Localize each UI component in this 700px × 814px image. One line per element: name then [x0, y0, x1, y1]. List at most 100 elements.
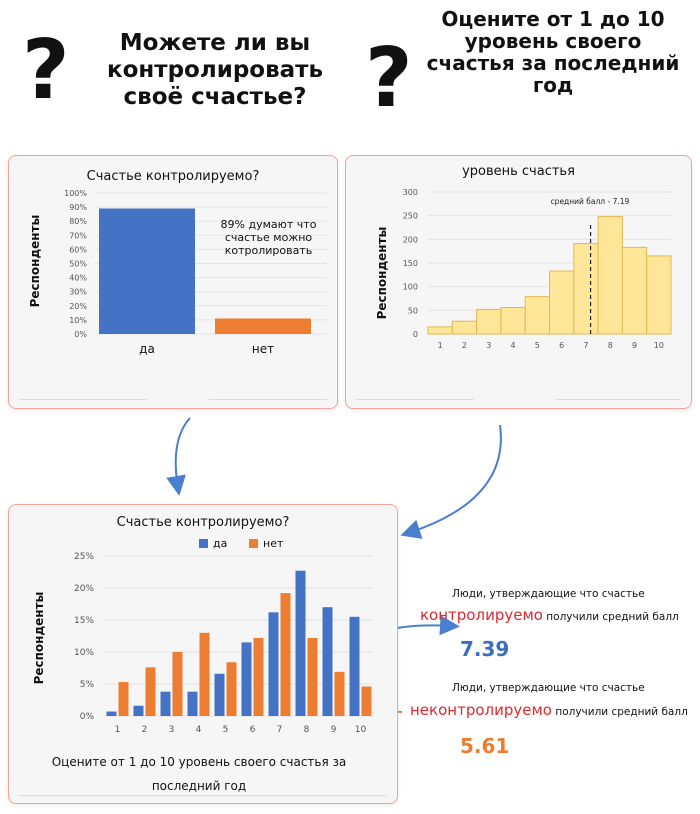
- x-tick-label: нет: [252, 342, 274, 356]
- bar-9: [621, 246, 648, 335]
- y-tick-label: 80%: [69, 217, 87, 226]
- chart-title: Счастье контролируемо?: [86, 169, 260, 184]
- bar-нет-8: [307, 637, 318, 716]
- arrow-down-right: [400, 424, 502, 539]
- legend-swatch-да: [199, 539, 208, 548]
- divider: [356, 399, 474, 400]
- histogram-happiness: 0 50 100 150 200 250 300 1 2 3 4 5 6 7 8 9 10 средний бал…: [403, 188, 672, 350]
- y-tick-label: 0: [413, 330, 418, 339]
- mean-label: средний балл - 7.19: [551, 197, 630, 206]
- y-tick-label: 10%: [74, 648, 94, 658]
- y-tick-label: 40%: [69, 274, 87, 283]
- uncontrollable-caption-line: неконтролируемо получили средний балл: [410, 701, 688, 719]
- bar-да-6: [241, 642, 252, 716]
- y-tick-label: 0%: [80, 712, 95, 722]
- bar-chart-controllable: 0% 10% 20% 30% 40% 50% 60% 70% 80% 90% 100% да нет: [64, 189, 327, 356]
- divider: [19, 795, 387, 796]
- legend-swatch-нет: [249, 539, 258, 548]
- y-tick-label: 5%: [80, 680, 95, 690]
- bar-4: [500, 306, 526, 335]
- bar-нет-5: [226, 662, 237, 716]
- uncontrollable-caption-suffix: получили средний балл: [555, 706, 688, 718]
- y-tick-label: 150: [403, 259, 418, 268]
- x-tick-label: 7: [277, 725, 283, 735]
- bar-2: [451, 320, 478, 335]
- x-tick-label: 2: [142, 725, 148, 735]
- bar-нет-7: [280, 593, 291, 716]
- x-tick-label: 1: [115, 725, 121, 735]
- bar-нет: [215, 318, 311, 334]
- bar-да: [99, 208, 195, 334]
- bar-5: [524, 296, 550, 335]
- controllable-caption-line: контролируемо получили средний балл: [420, 606, 679, 624]
- uncontrollable-caption-prefix: Люди, утверждающие что счастье: [452, 682, 645, 694]
- controllable-caption-suffix: получили средний балл: [546, 611, 679, 623]
- x-tick-label: 1: [438, 341, 443, 350]
- x-tick-label: 10: [654, 341, 664, 350]
- bar-нет-6: [253, 637, 264, 716]
- x-tick-label: 8: [304, 725, 310, 735]
- y-tick-label: 0%: [74, 330, 87, 339]
- bar-нет-10: [361, 686, 372, 716]
- chart-title: Счастье контролируемо?: [116, 515, 290, 530]
- divider: [556, 399, 681, 400]
- x-tick-label: 6: [559, 341, 564, 350]
- x-tick-label: 8: [608, 341, 613, 350]
- controllable-word: контролируемо: [420, 606, 543, 624]
- bar-нет-3: [172, 652, 183, 716]
- question-mark-icon-left: ?: [22, 23, 70, 118]
- bar-да-3: [160, 691, 171, 716]
- left-question: Можете ли вы контролировать своё счастье…: [106, 30, 324, 110]
- uncontrollable-word: неконтролируемо: [410, 701, 552, 719]
- legend-label-нет: нет: [263, 537, 284, 550]
- y-tick-label: 25%: [74, 552, 94, 562]
- chart-card-happiness-level: уровень счастья Респонденты 0 50 100 150 200…: [345, 155, 692, 409]
- bar-3: [476, 308, 502, 335]
- legend-label-да: да: [213, 537, 227, 550]
- x-tick-label: да: [139, 342, 155, 356]
- bar-нет-9: [334, 671, 345, 716]
- chart-title: уровень счастья: [462, 164, 575, 179]
- bar-да-4: [187, 691, 198, 716]
- grouped-bar-chart: 0% 5% 10% 15% 20% 25% да нет 1 2 3 4 5 6 7 8 9 10: [74, 537, 374, 735]
- question-mark-icon-right: ?: [365, 31, 413, 126]
- bar-да-7: [268, 612, 279, 716]
- y-tick-label: 70%: [69, 231, 87, 240]
- chart-card-grouped: Счастье контролируемо? Респонденты 0% 5% 1…: [8, 504, 398, 804]
- controllable-caption-prefix: Люди, утверждающие что счастье: [452, 588, 645, 600]
- bar-нет-2: [145, 667, 156, 716]
- bar-10: [646, 255, 672, 335]
- x-tick-label: 9: [331, 725, 337, 735]
- y-tick-label: 10%: [69, 316, 87, 325]
- divider: [19, 399, 147, 400]
- y-tick-label: 200: [403, 235, 418, 244]
- x-tick-label: 2: [462, 341, 467, 350]
- x-tick-label: 3: [169, 725, 175, 735]
- x-tick-label: 9: [632, 341, 637, 350]
- y-tick-label: 20%: [74, 584, 94, 594]
- bar-да-5: [214, 673, 225, 716]
- x-tick-label: 10: [355, 725, 367, 735]
- chart-card-controllable: Счастье контролируемо? Респонденты 0% 10%…: [8, 155, 338, 409]
- y-tick-label: 250: [403, 212, 418, 221]
- bar-да-9: [322, 607, 333, 716]
- y-tick-label: 100: [403, 283, 418, 292]
- x-axis-title: Оцените от 1 до 10 уровень своего счасть…: [51, 755, 347, 793]
- y-tick-label: 30%: [69, 288, 87, 297]
- x-tick-label: 3: [486, 341, 491, 350]
- bar-да-10: [349, 616, 360, 716]
- controllable-mean-value: 7.39: [460, 637, 510, 661]
- y-tick-label: 90%: [69, 203, 87, 212]
- arrow-down-left: [166, 417, 191, 496]
- uncontrollable-mean-value: 5.61: [460, 734, 510, 758]
- x-tick-label: 4: [511, 341, 516, 350]
- bar-нет-1: [118, 682, 129, 716]
- bar-да-1: [106, 711, 117, 716]
- bar-да-8: [295, 570, 306, 716]
- x-tick-label: 5: [223, 725, 229, 735]
- y-tick-label: 60%: [69, 245, 87, 254]
- bar-8: [597, 216, 623, 335]
- y-tick-label: 100%: [64, 189, 87, 198]
- bar-6: [549, 270, 575, 335]
- y-tick-label: 50: [408, 306, 418, 315]
